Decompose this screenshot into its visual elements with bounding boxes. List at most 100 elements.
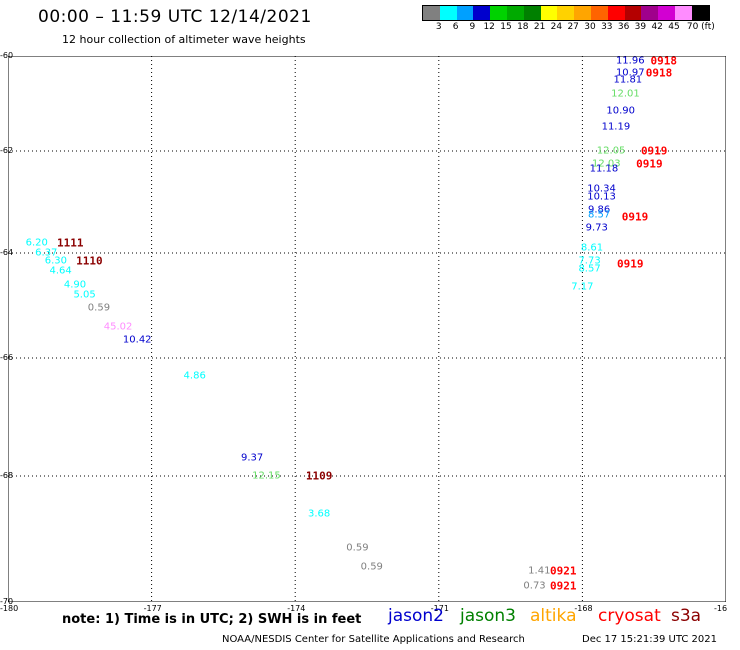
satellite-legend-cryosat: cryosat bbox=[598, 606, 661, 626]
satellite-legend-altika: altika bbox=[530, 606, 577, 626]
colorbar-swatch bbox=[506, 6, 524, 20]
longitude-tick-label: -180 bbox=[0, 604, 19, 613]
wave-height-label: 4.64 bbox=[49, 265, 72, 277]
colorbar-label: 33 bbox=[601, 22, 613, 32]
satellite-legend-jason2: jason2 bbox=[388, 606, 444, 626]
latitude-tick-label: -64 bbox=[0, 248, 14, 257]
credit-text: NOAA/NESDIS Center for Satellite Applica… bbox=[222, 634, 525, 645]
colorbar-label: 30 bbox=[584, 22, 596, 32]
colorbar-swatch bbox=[439, 6, 457, 20]
timestamp-text: Dec 17 15:21:39 UTC 2021 bbox=[582, 634, 717, 645]
map-title: 00:00 – 11:59 UTC 12/14/2021 bbox=[38, 7, 312, 27]
colorbar-label: 24 bbox=[550, 22, 563, 32]
colorbar-label: 70 (ft) bbox=[686, 22, 715, 32]
wave-height-label: 10.13 bbox=[587, 191, 616, 203]
colorbar-swatch bbox=[540, 6, 558, 20]
colorbar-label: 39 bbox=[634, 22, 647, 32]
pass-time-label: 0919 bbox=[617, 257, 644, 270]
latitude-tick-label: -70 bbox=[0, 597, 14, 606]
wave-height-label: 9.37 bbox=[240, 452, 264, 464]
pass-time-label: 1111 bbox=[56, 236, 84, 250]
latitude-tick-label: -66 bbox=[0, 353, 14, 362]
wave-height-label: 11.96 bbox=[615, 55, 645, 67]
colorbar-swatch bbox=[607, 6, 625, 20]
wave-height-label: 0.59 bbox=[360, 561, 383, 573]
map-plot-area: 11.96 10.97 11.81 12.01 10.90 11.19 12.05 12.03… bbox=[8, 54, 726, 602]
wave-height-label: 12.15 bbox=[252, 470, 281, 482]
colorbar-swatch bbox=[641, 6, 659, 20]
colorbar-swatch bbox=[624, 6, 642, 20]
longitude-tick-label: -174 bbox=[287, 604, 306, 613]
wave-height-label: 11.81 bbox=[613, 74, 643, 86]
wave-height-colorbar bbox=[422, 5, 710, 21]
colorbar-swatch bbox=[473, 6, 491, 20]
colorbar-label: 3 bbox=[435, 22, 442, 32]
wave-height-label: 7.73 bbox=[578, 255, 601, 267]
wave-height-label: 8.57 bbox=[578, 263, 601, 275]
wave-height-label: 12.03 bbox=[592, 158, 621, 170]
wave-height-label: 45.02 bbox=[103, 321, 133, 332]
units-note: note: 1) Time is in UTC; 2) SWH is in fe… bbox=[62, 612, 362, 627]
colorbar-label: 42 bbox=[651, 22, 663, 32]
wave-height-label: 9.73 bbox=[585, 222, 608, 233]
colorbar-label: 27 bbox=[567, 22, 579, 32]
pass-time-label: 0918 bbox=[645, 66, 673, 80]
satellite-legend-jason3: jason3 bbox=[460, 606, 516, 626]
colorbar-label: 18 bbox=[517, 22, 529, 32]
wave-height-label: 5.05 bbox=[73, 289, 96, 301]
pass-time-label: 0918 bbox=[650, 54, 678, 68]
colorbar-label: 9 bbox=[469, 22, 476, 32]
wave-height-label: 12.05 bbox=[596, 145, 626, 157]
latitude-tick-label: -62 bbox=[0, 146, 14, 155]
colorbar-swatch bbox=[490, 6, 507, 20]
latitude-tick-label: -60 bbox=[0, 51, 14, 60]
colorbar-swatch bbox=[691, 6, 709, 20]
pass-time-label: 1109 bbox=[305, 469, 333, 483]
colorbar-swatch bbox=[590, 6, 608, 20]
wave-height-label: 1.41 bbox=[528, 565, 551, 576]
colorbar-swatch bbox=[574, 6, 591, 20]
wave-height-label: 0.59 bbox=[87, 302, 111, 314]
pass-time-label: 0919 bbox=[621, 210, 649, 224]
pass-time-label: 0921 bbox=[550, 564, 577, 577]
colorbar-swatch bbox=[423, 6, 440, 20]
latitude-tick-label: -68 bbox=[0, 471, 14, 480]
wave-height-label: 10.97 bbox=[615, 67, 645, 79]
colorbar-label: 45 bbox=[668, 22, 680, 32]
colorbar-label: 6 bbox=[452, 22, 459, 32]
wave-height-label: 11.18 bbox=[589, 163, 619, 175]
wave-height-label: 0.73 bbox=[523, 580, 546, 592]
map-subtitle: 12 hour collection of altimeter wave hei… bbox=[62, 33, 306, 46]
wave-height-label: 12.01 bbox=[611, 88, 640, 100]
wave-height-label: 10.42 bbox=[122, 334, 152, 346]
longitude-tick-label: -16 bbox=[714, 604, 728, 613]
pass-time-label: 0921 bbox=[550, 579, 577, 593]
wave-height-label: 6.30 bbox=[44, 255, 67, 267]
wave-height-label: 10.90 bbox=[606, 105, 636, 117]
colorbar-swatch bbox=[674, 6, 692, 20]
wave-height-label: 4.90 bbox=[63, 279, 87, 290]
wave-height-label: 11.19 bbox=[601, 121, 631, 133]
colorbar-label: 12 bbox=[483, 22, 495, 32]
colorbar-label: 36 bbox=[617, 22, 630, 32]
wave-height-label: 6.37 bbox=[35, 247, 58, 259]
wave-height-label: 4.86 bbox=[183, 370, 206, 382]
longitude-tick-label: -168 bbox=[574, 604, 593, 613]
colorbar-swatch bbox=[557, 6, 575, 20]
colorbar-swatch bbox=[523, 6, 541, 20]
colorbar-label: 21 bbox=[533, 22, 546, 32]
pass-time-label: 1110 bbox=[76, 254, 103, 268]
longitude-tick-label: -171 bbox=[430, 604, 449, 613]
pass-time-label: 0919 bbox=[640, 144, 668, 158]
satellite-legend-s3a: s3a bbox=[671, 606, 702, 626]
map-grid bbox=[8, 56, 726, 602]
wave-height-label: 7.17 bbox=[571, 281, 594, 293]
pass-time-label: 0919 bbox=[636, 157, 663, 171]
longitude-tick-label: -177 bbox=[143, 604, 162, 613]
wave-height-label: 9.86 bbox=[588, 204, 611, 216]
wave-height-label: 8.57 bbox=[588, 209, 611, 221]
wave-height-label: 0.59 bbox=[346, 542, 369, 554]
wave-height-label: 3.68 bbox=[307, 508, 331, 520]
colorbar-swatch bbox=[456, 6, 474, 20]
wave-height-label: 10.34 bbox=[587, 183, 616, 195]
